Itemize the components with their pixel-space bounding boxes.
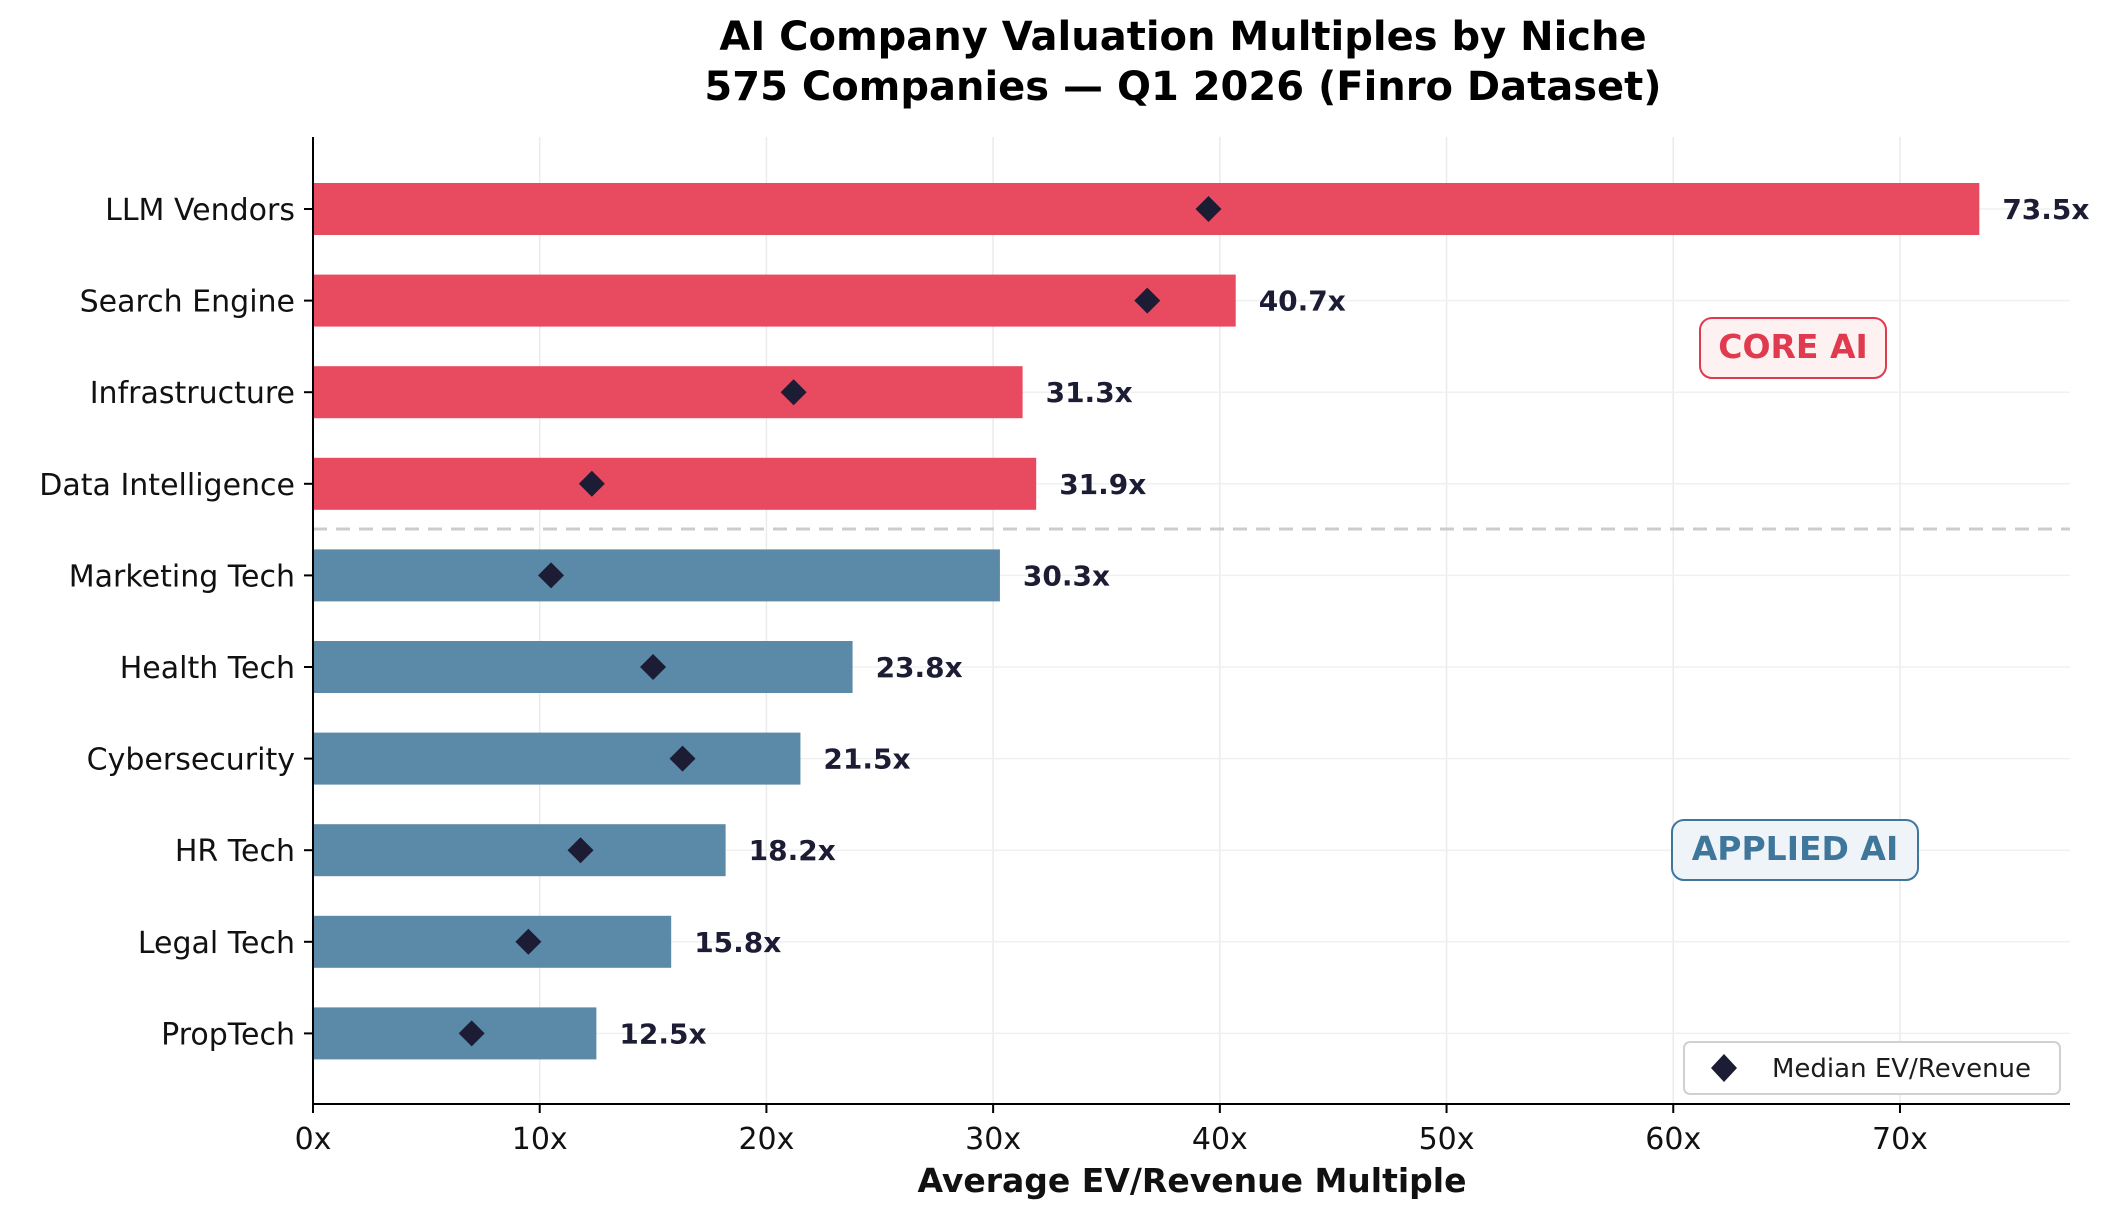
category-label: Infrastructure — [90, 376, 295, 411]
x-tick-label: 40x — [1192, 1122, 1248, 1157]
x-axis-label: Average EV/Revenue Multiple — [917, 1161, 1466, 1200]
applied-ai-badge: APPLIED AI — [1671, 819, 1919, 881]
bar-proptech — [313, 1007, 597, 1060]
x-tick-label: 20x — [738, 1122, 794, 1157]
category-label: Health Tech — [120, 651, 295, 686]
bar-llm-vendors — [313, 183, 1980, 235]
bar-hr-tech — [313, 824, 726, 877]
core-ai-label: CORE AI — [1718, 327, 1868, 366]
bar-infrastructure — [313, 366, 1023, 419]
median-marker — [578, 470, 605, 497]
x-tick-label: 70x — [1872, 1122, 1928, 1157]
median-marker — [458, 1020, 485, 1047]
x-tick-label: 10x — [512, 1122, 568, 1157]
bar-value-label: 73.5x — [2002, 193, 2089, 226]
x-tick-label: 0x — [295, 1122, 332, 1157]
chart-subtitle: 575 Companies — Q1 2026 (Finro Dataset) — [704, 64, 1661, 110]
bar-value-label: 21.5x — [823, 743, 910, 776]
category-label: Data Intelligence — [39, 468, 295, 503]
median-marker — [515, 928, 542, 955]
bar-value-label: 31.9x — [1059, 468, 1146, 501]
legend-entry: Median EV/Revenue — [1772, 1054, 2031, 1084]
bar-value-label: 12.5x — [619, 1017, 706, 1050]
category-label: Cybersecurity — [87, 743, 295, 778]
x-tick-label: 30x — [965, 1122, 1021, 1157]
median-marker — [1134, 287, 1161, 314]
bar-health-tech — [313, 641, 853, 693]
applied-ai-label: APPLIED AI — [1692, 829, 1898, 868]
bar-value-label: 31.3x — [1046, 376, 1133, 409]
median-markers — [458, 196, 1222, 1047]
bar-value-label: 40.7x — [1259, 285, 1346, 318]
bar-cybersecurity — [313, 732, 801, 785]
bar-data-intelligence — [313, 457, 1037, 510]
category-label: Search Engine — [80, 285, 295, 320]
bar-value-label: 30.3x — [1023, 559, 1110, 592]
bar-value-label: 18.2x — [749, 834, 836, 867]
x-tick-labels: 0x 10x 20x 30x 40x 50x 60x 70x — [295, 1122, 1928, 1157]
bar-legal-tech — [313, 915, 672, 968]
category-labels: LLM Vendors Search Engine Infrastructure Da… — [39, 193, 295, 1052]
x-tick-label: 50x — [1419, 1122, 1475, 1157]
legend-box — [1683, 1041, 2061, 1095]
median-marker — [669, 745, 696, 772]
category-label: PropTech — [161, 1017, 295, 1052]
bar-search-engine — [313, 274, 1236, 327]
bar-value-label: 15.8x — [694, 926, 781, 959]
chart-title: AI Company Valuation Multiples by Niche — [719, 14, 1646, 60]
legend: Median EV/Revenue — [1683, 1041, 2061, 1095]
median-marker — [1195, 196, 1222, 222]
bar-value-label: 23.8x — [876, 651, 963, 684]
category-label: LLM Vendors — [105, 193, 295, 228]
median-marker — [538, 562, 565, 589]
category-label: Legal Tech — [138, 926, 295, 961]
legend-diamond-icon — [1711, 1054, 1737, 1082]
category-label: HR Tech — [175, 834, 295, 869]
median-marker — [780, 379, 807, 406]
bars — [313, 183, 1980, 1060]
core-ai-badge: CORE AI — [1699, 317, 1887, 379]
category-label: Marketing Tech — [69, 559, 295, 594]
x-tick-label: 60x — [1645, 1122, 1701, 1157]
value-labels: 73.5x 40.7x 31.3x 31.9x 30.3x 23.8x 21.5x 18.2x… — [619, 193, 2089, 1050]
bar-marketing-tech — [313, 549, 1000, 602]
median-marker — [640, 654, 667, 680]
median-marker — [567, 837, 594, 864]
axes — [304, 137, 2070, 1113]
